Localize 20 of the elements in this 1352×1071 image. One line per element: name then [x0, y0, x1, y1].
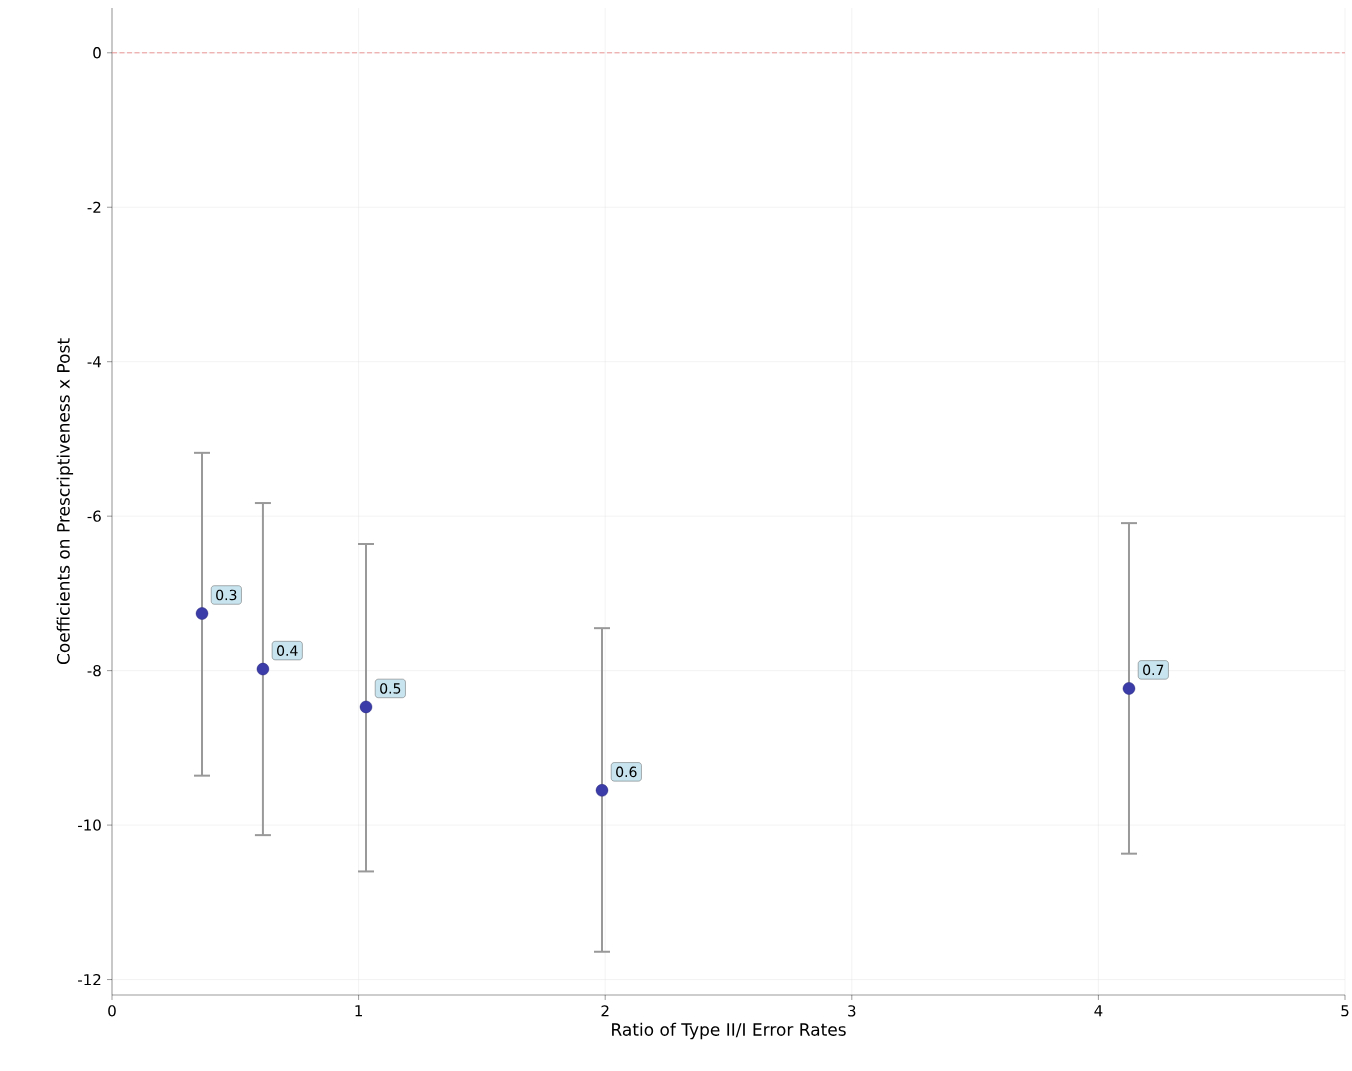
x-tick-label: 4 — [1094, 1005, 1103, 1017]
x-tick-label: 2 — [601, 1005, 609, 1017]
annotation: 0.5 — [380, 683, 401, 694]
y-tick-label: -12 — [78, 973, 101, 986]
annotation: 0.6 — [616, 766, 637, 778]
x-tick-label: 0 — [108, 1005, 116, 1017]
y-tick-label: -4 — [87, 356, 101, 368]
annotation: 0.3 — [216, 589, 237, 601]
x-tick-label: 1 — [355, 1005, 362, 1017]
annotation: 0.4 — [277, 645, 298, 656]
y-axis-title: Coefficients on Prescriptiveness x Post — [56, 338, 74, 665]
y-tick-label: -10 — [78, 819, 101, 831]
y-tick-label: -2 — [87, 201, 101, 213]
y-tick-label: -6 — [87, 510, 101, 522]
x-tick-label: 5 — [1341, 1005, 1349, 1017]
x-tick-label: 3 — [848, 1005, 856, 1017]
x-axis-title: Ratio of Type II/I Error Rates — [612, 1022, 846, 1040]
annotation: 0.7 — [1143, 664, 1164, 676]
y-tick-label: -8 — [87, 664, 101, 677]
y-tick-label: 0 — [93, 47, 101, 59]
